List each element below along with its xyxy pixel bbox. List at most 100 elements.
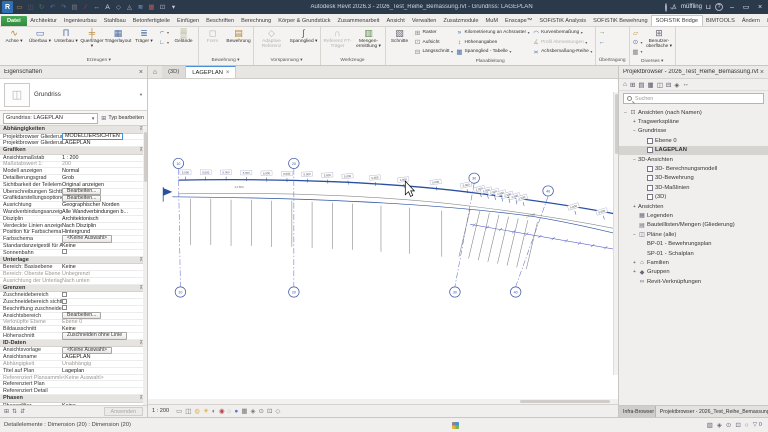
tree-item-legenden[interactable]: ▦ Legenden — [639, 212, 673, 220]
ribbon-tab-ingenieurbau[interactable]: Ingenieurbau — [63, 18, 97, 24]
tool-icon[interactable]: ▱ — [633, 29, 638, 37]
switch-icon[interactable]: ⊡ — [159, 4, 166, 11]
ribbon-tab-betonfertigteile[interactable]: Betonfertigteile — [132, 18, 171, 24]
tree-item-bauteillisten-mengen-gliederung-[interactable]: ▤ Bauteillisten/Mengen (Gliederung) — [639, 222, 735, 229]
schedule-icon[interactable]: ▦ — [647, 81, 654, 89]
3d-view-icon[interactable]: ◇ — [116, 4, 121, 11]
ribbon-tab-mum[interactable]: MuM — [485, 18, 498, 24]
tree-item-bp-01-bewehrungsplan[interactable]: BP-01 - Bewehrungsplan — [647, 241, 712, 248]
open-icon[interactable]: ▭ — [16, 4, 23, 11]
display-icon[interactable]: ⊡ — [266, 408, 273, 415]
tree-expander[interactable]: − — [633, 231, 636, 238]
ribbon-tab-verwalten[interactable]: Verwalten — [411, 18, 437, 24]
lower-edge-line[interactable] — [172, 196, 618, 235]
tree-item--3d-[interactable]: (3D) — [619, 193, 768, 202]
tree-item-ansichten-nach-namen-[interactable]: − ⊡ Ansichten (nach Namen) — [619, 108, 768, 117]
tree-item-pläne-alle-[interactable]: − ◫ Pläne (alle) — [619, 230, 768, 239]
tool-icon[interactable]: → — [598, 29, 606, 37]
sort-ascending-icon[interactable]: ⇅ — [12, 409, 18, 415]
tree-expander[interactable]: − — [624, 109, 627, 116]
property-checkbox[interactable] — [62, 298, 67, 304]
close-button[interactable]: × — [757, 3, 763, 11]
tree-expander[interactable]: − — [633, 156, 636, 163]
ribbon-tab-k-rper-grundst-ck[interactable]: Körper & Grundstück — [278, 18, 331, 24]
section-icon[interactable]: ◬ — [127, 4, 132, 11]
tool-schnitte[interactable]: ▧ Schnitte — [390, 28, 409, 44]
edit-type-button[interactable]: ⊞ Typ bearbeiten — [101, 115, 144, 122]
property-edit-button[interactable]: Bearbeiten... — [62, 194, 102, 203]
tool-mengen-ermittlung[interactable]: ▥ Mengen- ermittlung ▾ — [356, 28, 381, 50]
instance-selector[interactable]: Grundriss: LAGEPLAN ▼ — [3, 112, 99, 124]
property-checkbox[interactable] — [62, 305, 67, 311]
tool-icon[interactable]: ∟ ▾ — [158, 38, 170, 46]
properties-scrollbar[interactable] — [143, 126, 147, 405]
tool-trägerlayout[interactable]: ▦ Trägerlayout — [104, 28, 132, 44]
tool-achse[interactable]: ∿ Achse ▾ — [5, 28, 23, 44]
settings-icon[interactable]: ◈ — [674, 81, 680, 89]
scale-button[interactable]: 1 : 200 — [152, 408, 170, 414]
tool-kilometrierung-an-achsraster[interactable]: » Kilometrierung an Achsraster ▾ — [457, 29, 530, 37]
tool-benutzer-oberfläche[interactable]: ⊞ Benutzer- oberfläche ▾ — [645, 28, 673, 50]
ribbon-tab-sofistik-bridge[interactable]: SOFiSTiK Bridge — [651, 15, 703, 26]
tool-querträger[interactable]: ╪ Querträger ▾ — [80, 28, 104, 50]
select-pinned-icon[interactable]: ⊙ — [725, 422, 732, 429]
tool-achsbemaßung-reihe[interactable]: ≍ Achsbemaßung-Reihe ▾ — [533, 48, 593, 56]
minimize-button[interactable]: – — [730, 3, 734, 11]
collapse-icon[interactable]: ⊟ — [665, 81, 672, 89]
view-tab-close-icon[interactable]: × — [225, 69, 230, 76]
sort-groups-icon[interactable]: ⇵ — [20, 409, 26, 415]
undo-icon[interactable]: ↶ — [49, 4, 56, 11]
tool-träger[interactable]: ≣ Träger ▾ — [135, 28, 153, 44]
analytical-icon[interactable]: ◈ — [250, 408, 256, 415]
properties-close-icon[interactable]: × — [138, 68, 143, 76]
tree-expander[interactable]: + — [633, 269, 636, 276]
browser-close-icon[interactable]: × — [759, 68, 764, 76]
property-edit-button[interactable]: <Keine Auswahl> — [62, 346, 113, 355]
properties-help-icon[interactable]: ⊞ — [4, 409, 10, 415]
view-tab--3d-[interactable]: (3D) — [162, 66, 187, 78]
ribbon-tab-datei[interactable]: Datei — [1, 16, 27, 26]
tree-item-revit-verknüpfungen[interactable]: ∞ Revit-Verknüpfungen — [639, 278, 702, 285]
text-icon[interactable]: A — [105, 3, 110, 11]
plan-view[interactable]: 10 10 20 20 30 30 40 40 5.000 5.000 5.000 5.000 5.0… — [148, 79, 618, 399]
help-icon[interactable]: ? — [715, 3, 723, 11]
type-selector[interactable]: ◫ Grundriss ▼ — [0, 79, 147, 111]
tool-aufsicht[interactable]: ⊡ Aufsicht — [414, 39, 440, 47]
tool-icon[interactable]: ⌐ ▾ — [160, 29, 170, 37]
revit-logo-icon[interactable]: R — [2, 1, 13, 13]
property-edit-button[interactable]: Zuschneiden ohne Linie — [62, 332, 128, 340]
tree-item-ansichten[interactable]: + Ansichten — [619, 202, 768, 211]
property-edit-button[interactable]: Bearbeiten... — [62, 311, 102, 320]
restore-button[interactable]: ▭ — [742, 4, 750, 11]
visual-style-icon[interactable]: ◍ — [194, 408, 201, 415]
expand-icon[interactable]: ⊞ — [629, 81, 636, 89]
select-underlay-icon[interactable]: ◈ — [716, 422, 722, 429]
app-store-icon[interactable]: ⊔ — [705, 4, 711, 11]
dock-tab-infra-browser[interactable]: Infra-Browser — [619, 406, 656, 417]
property-edit-button[interactable]: <Keine Auswahl> — [62, 235, 113, 244]
tool-bewehrung[interactable]: ▤ Bewehrung — [226, 28, 251, 44]
tree-item-sp-01-schalplan[interactable]: SP-01 - Schalplan — [647, 250, 694, 257]
tool-längsschnitt[interactable]: ⊟ Längsschnitt ▾ — [414, 48, 453, 56]
selection-filter[interactable]: ▽ 0 — [752, 422, 762, 428]
tree-item-gruppen[interactable]: + ◆ Gruppen — [619, 268, 768, 277]
ribbon-tab-bimtools[interactable]: BIMTOOLS — [706, 18, 735, 24]
tool-spannglied[interactable]: ∫ Spannglied ▾ — [289, 28, 318, 44]
ribbon-tab-berechnung[interactable]: Berechnung — [241, 18, 272, 24]
canvas-horizontal-scrollbar[interactable] — [148, 399, 618, 404]
signed-in-user[interactable]: müffling — [681, 4, 702, 10]
tree-item-familien[interactable]: + ⌂ Familien — [619, 258, 768, 267]
tool-kurvenbemaßung[interactable]: ◠ Kurvenbemaßung ▾ — [533, 29, 583, 37]
close-hidden-icon[interactable]: ▦ — [148, 4, 155, 11]
tree-item-tragwerkspläne[interactable]: + Tragwerkspläne — [619, 117, 768, 126]
shadows-icon[interactable]: ◐ — [211, 407, 216, 415]
tool-raster[interactable]: ⊞ Raster — [414, 29, 437, 37]
sun-path-icon[interactable]: ☀ — [203, 408, 209, 415]
sync-icon[interactable]: ↻ — [38, 4, 45, 11]
customize-icon[interactable]: ▾ — [171, 4, 176, 11]
ribbon-tab-ansicht[interactable]: Ansicht — [386, 18, 405, 24]
ribbon-tab-zusammenarbeit[interactable]: Zusammenarbeit — [337, 18, 380, 24]
tool-gelände[interactable]: ▒ Gelände — [174, 28, 193, 44]
rendering-icon[interactable]: ◉ — [218, 408, 225, 415]
tool-icon[interactable]: ▦ ▾ — [632, 48, 643, 56]
